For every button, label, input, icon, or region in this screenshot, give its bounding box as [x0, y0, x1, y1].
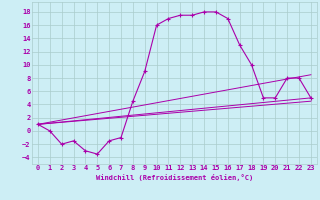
- X-axis label: Windchill (Refroidissement éolien,°C): Windchill (Refroidissement éolien,°C): [96, 174, 253, 181]
